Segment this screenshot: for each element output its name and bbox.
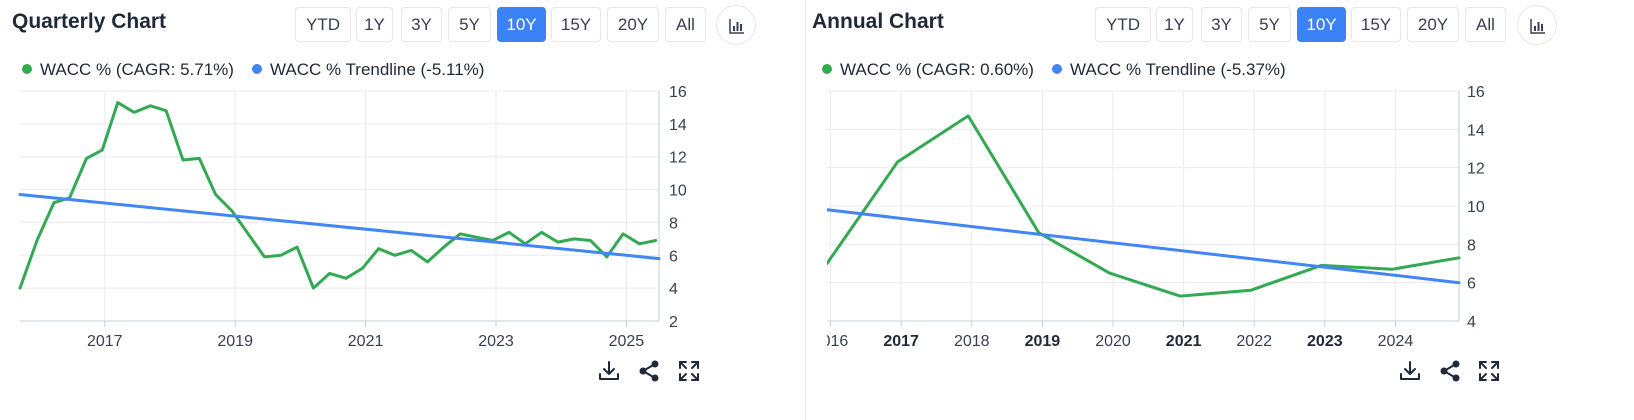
download-button[interactable] — [1397, 358, 1423, 384]
y-tick-label: 12 — [669, 150, 687, 167]
legend-label-wacc: WACC % (CAGR: 0.60%) — [840, 60, 1034, 79]
expand-icon — [679, 361, 699, 381]
annual-chart-panel: Annual Chart YTD 1Y 3Y 5Y 10Y 15Y 20Y Al… — [812, 0, 1634, 420]
chart-type-button[interactable] — [716, 5, 756, 45]
fullscreen-button[interactable] — [1476, 358, 1502, 384]
x-tick-label: 2025 — [609, 333, 645, 350]
x-tick-label: 2019 — [217, 333, 253, 350]
x-tick-label: 2020 — [1095, 333, 1131, 350]
y-tick-label: 12 — [1467, 161, 1485, 178]
legend-item-wacc[interactable]: WACC % (CAGR: 5.71%) — [22, 60, 234, 80]
share-button[interactable] — [636, 358, 662, 384]
chart-type-button[interactable] — [1517, 5, 1557, 45]
x-tick-label: 2019 — [1025, 333, 1061, 350]
range-ytd-button[interactable]: YTD — [295, 7, 351, 42]
series-line-wacc[interactable] — [827, 114, 1461, 298]
y-tick-label: 6 — [1467, 276, 1476, 293]
x-tick-label: 2023 — [478, 333, 514, 350]
x-tick-label: 2018 — [954, 333, 990, 350]
range-3y-button[interactable]: 3Y — [1201, 7, 1242, 42]
x-tick-label: 2023 — [1307, 333, 1343, 350]
download-icon — [599, 361, 619, 380]
range-20y-button[interactable]: 20Y — [1407, 7, 1459, 42]
y-tick-label: 8 — [1467, 237, 1476, 254]
x-tick-label: 2016 — [827, 333, 848, 350]
chart-legend: WACC % (CAGR: 0.60%) WACC % Trendline (-5… — [822, 60, 1304, 84]
legend-item-trendline[interactable]: WACC % Trendline (-5.11%) — [251, 60, 485, 80]
y-tick-label: 16 — [1467, 84, 1485, 101]
range-5y-button[interactable]: 5Y — [448, 7, 491, 42]
range-10y-button[interactable]: 10Y — [1297, 7, 1346, 42]
chart-title: Annual Chart — [812, 10, 944, 33]
legend-dot-trendline — [251, 64, 262, 74]
series-line-trendline[interactable] — [18, 193, 661, 261]
chart-legend: WACC % (CAGR: 5.71%) WACC % Trendline (-5… — [22, 60, 502, 84]
bar-chart-icon — [729, 19, 744, 34]
share-icon — [639, 360, 659, 382]
bar-chart-icon — [1530, 19, 1545, 34]
range-15y-button[interactable]: 15Y — [551, 7, 601, 42]
share-button[interactable] — [1437, 358, 1463, 384]
legend-label-trendline: WACC % Trendline (-5.37%) — [1069, 60, 1286, 79]
download-button[interactable] — [596, 358, 622, 384]
series-line-trendline[interactable] — [827, 208, 1461, 285]
y-tick-label: 4 — [1467, 314, 1476, 331]
legend-dot-wacc — [822, 64, 832, 74]
legend-dot-wacc — [22, 64, 32, 74]
quarterly-chart-panel: Quarterly Chart YTD 1Y 3Y 5Y 10Y 15Y 20Y… — [0, 0, 805, 420]
download-icon — [1400, 361, 1420, 380]
x-tick-label: 2017 — [883, 333, 919, 350]
legend-label-wacc: WACC % (CAGR: 5.71%) — [40, 60, 234, 79]
y-tick-label: 16 — [669, 84, 687, 101]
x-tick-label: 2024 — [1378, 333, 1414, 350]
y-tick-label: 4 — [669, 281, 678, 298]
x-tick-label: 2021 — [1166, 333, 1202, 350]
x-tick-label: 2021 — [348, 333, 384, 350]
legend-item-trendline[interactable]: WACC % Trendline (-5.37%) — [1051, 60, 1286, 80]
range-all-button[interactable]: All — [1465, 7, 1506, 42]
range-all-button[interactable]: All — [665, 7, 706, 42]
x-tick-label: 2017 — [87, 333, 123, 350]
range-ytd-button[interactable]: YTD — [1095, 7, 1151, 42]
series-line-wacc[interactable] — [18, 101, 658, 290]
range-3y-button[interactable]: 3Y — [401, 7, 442, 42]
quarterly-plot: 2 4 6 8 10 12 14 16 2017 2019 2021 2023 2025 — [18, 84, 687, 350]
range-5y-button[interactable]: 5Y — [1248, 7, 1291, 42]
range-15y-button[interactable]: 15Y — [1351, 7, 1401, 42]
y-tick-label: 10 — [669, 183, 687, 200]
annual-plot: 4 6 8 10 12 14 16 2016 2017 2018 2019 2020 2021 2022 2… — [827, 84, 1485, 350]
x-tick-label: 2022 — [1236, 333, 1272, 350]
legend-label-trendline: WACC % Trendline (-5.11%) — [269, 60, 485, 79]
expand-icon — [1479, 361, 1499, 381]
legend-item-wacc[interactable]: WACC % (CAGR: 0.60%) — [822, 60, 1034, 80]
y-tick-label: 6 — [669, 248, 678, 265]
range-1y-button[interactable]: 1Y — [356, 7, 393, 42]
range-20y-button[interactable]: 20Y — [607, 7, 659, 42]
y-tick-label: 14 — [1467, 122, 1485, 139]
legend-dot-trendline — [1051, 64, 1062, 74]
range-1y-button[interactable]: 1Y — [1156, 7, 1193, 42]
panel-divider — [805, 0, 806, 420]
y-tick-label: 10 — [1467, 199, 1485, 216]
range-10y-button[interactable]: 10Y — [497, 7, 546, 42]
fullscreen-button[interactable] — [676, 358, 702, 384]
y-tick-label: 8 — [669, 215, 678, 232]
share-icon — [1440, 360, 1460, 382]
y-tick-label: 2 — [669, 314, 678, 331]
y-tick-label: 14 — [669, 117, 687, 134]
chart-title: Quarterly Chart — [12, 10, 167, 33]
